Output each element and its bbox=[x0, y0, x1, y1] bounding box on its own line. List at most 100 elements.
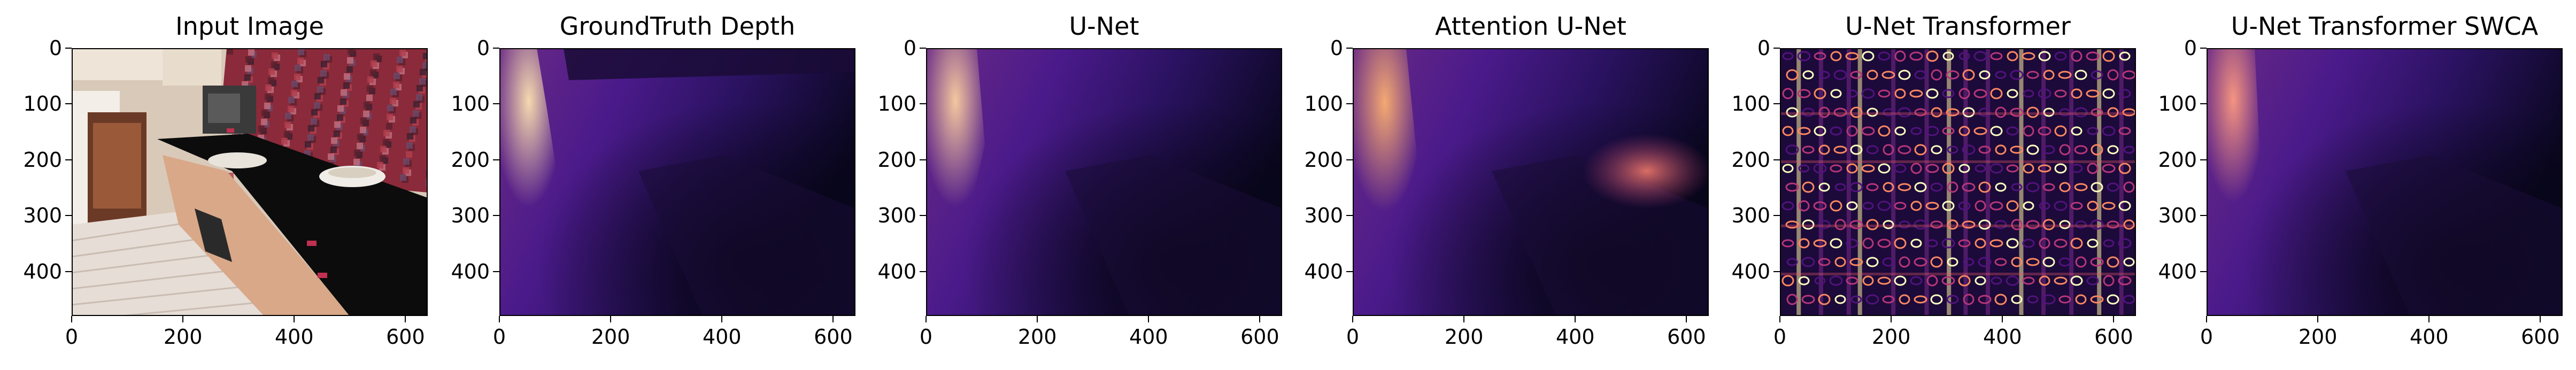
x-tick-label: 200 bbox=[591, 325, 630, 349]
y-tick-label: 100 bbox=[23, 92, 62, 116]
x-tick-mark bbox=[925, 316, 927, 322]
y-tick-label: 100 bbox=[877, 92, 916, 116]
y-tick-mark bbox=[920, 215, 926, 217]
x-tick-label: 600 bbox=[2521, 325, 2560, 349]
y-tick-mark bbox=[1346, 271, 1353, 272]
y-tick-label: 300 bbox=[451, 204, 490, 228]
y-tick-mark bbox=[920, 103, 926, 105]
y-tick-label: 0 bbox=[2184, 36, 2197, 60]
x-tick-mark bbox=[1686, 316, 1687, 322]
y-tick-mark bbox=[1346, 48, 1353, 49]
x-tick-mark bbox=[721, 316, 723, 322]
panel-image-unet bbox=[926, 48, 1282, 316]
x-tick-label: 600 bbox=[1667, 325, 1706, 349]
x-tick-label: 600 bbox=[386, 325, 425, 349]
y-tick-mark bbox=[2200, 103, 2207, 105]
y-tick-mark bbox=[2200, 48, 2207, 49]
y-tick-label: 100 bbox=[451, 92, 490, 116]
y-tick-label: 300 bbox=[1731, 204, 1770, 228]
y-tick-mark bbox=[1773, 215, 1780, 217]
y-tick-label: 0 bbox=[1757, 36, 1770, 60]
y-tick-mark bbox=[1346, 215, 1353, 217]
x-tick-label: 0 bbox=[2200, 325, 2213, 349]
x-tick-label: 0 bbox=[1346, 325, 1360, 349]
y-tick-mark bbox=[493, 215, 499, 217]
image-canvas bbox=[72, 48, 428, 316]
x-tick-label: 400 bbox=[1129, 325, 1168, 349]
panel-photo: Input Image 0 100 200 300 400 0 200 400 600 bbox=[0, 0, 428, 370]
x-tick-label: 0 bbox=[492, 325, 506, 349]
y-tick-label: 300 bbox=[877, 204, 916, 228]
x-tick-mark bbox=[1352, 316, 1353, 322]
panel-noisy: U-Net Transformer 0 100 200 300 400 0 200 400 600 bbox=[1708, 0, 2136, 370]
x-tick-mark bbox=[2428, 316, 2430, 322]
panel-title: Attention U-Net bbox=[1435, 12, 1626, 41]
x-tick-mark bbox=[1463, 316, 1465, 322]
y-tick-label: 400 bbox=[23, 259, 62, 283]
x-tick-label: 400 bbox=[1983, 325, 2022, 349]
x-tick-label: 400 bbox=[2409, 325, 2449, 349]
y-tick-label: 200 bbox=[2158, 148, 2197, 172]
panel-title: Input Image bbox=[175, 12, 324, 41]
y-tick-label: 400 bbox=[2158, 259, 2197, 283]
y-tick-label: 300 bbox=[23, 204, 62, 228]
x-tick-label: 400 bbox=[1555, 325, 1595, 349]
x-tick-mark bbox=[405, 316, 406, 322]
y-tick-label: 400 bbox=[451, 259, 490, 283]
panel-swca: U-Net Transformer SWCA 0 100 200 300 400 0 200 4… bbox=[2135, 0, 2563, 370]
x-tick-label: 600 bbox=[1240, 325, 1279, 349]
x-tick-mark bbox=[832, 316, 834, 322]
x-tick-mark bbox=[182, 316, 184, 322]
x-tick-mark bbox=[71, 316, 72, 322]
y-tick-mark bbox=[2200, 159, 2207, 160]
panel-gt: GroundTruth Depth 0 100 200 300 400 0 200 400 600 bbox=[428, 0, 855, 370]
y-tick-label: 200 bbox=[23, 148, 62, 172]
x-tick-mark bbox=[1575, 316, 1576, 322]
x-tick-mark bbox=[2540, 316, 2541, 322]
panel-image-noisy bbox=[1780, 48, 2136, 316]
y-tick-label: 0 bbox=[476, 36, 490, 60]
panel-image-photo bbox=[72, 48, 428, 316]
image-canvas bbox=[499, 48, 855, 316]
x-tick-label: 200 bbox=[2298, 325, 2338, 349]
y-tick-label: 0 bbox=[49, 36, 62, 60]
y-tick-mark bbox=[65, 215, 72, 217]
y-tick-mark bbox=[65, 159, 72, 160]
y-tick-mark bbox=[65, 271, 72, 272]
y-tick-mark bbox=[920, 48, 926, 49]
x-tick-mark bbox=[610, 316, 612, 322]
y-tick-label: 200 bbox=[1731, 148, 1770, 172]
y-tick-label: 100 bbox=[1731, 92, 1770, 116]
x-tick-mark bbox=[1037, 316, 1038, 322]
y-tick-label: 0 bbox=[1330, 36, 1343, 60]
panel-image-swca bbox=[2207, 48, 2563, 316]
panel-unet: U-Net 0 100 200 300 400 0 200 400 600 bbox=[854, 0, 1282, 370]
y-tick-label: 0 bbox=[903, 36, 916, 60]
panel-title: U-Net Transformer SWCA bbox=[2231, 12, 2539, 41]
y-tick-mark bbox=[493, 159, 499, 160]
image-canvas bbox=[926, 48, 1282, 316]
x-tick-label: 600 bbox=[2094, 325, 2133, 349]
x-tick-mark bbox=[499, 316, 500, 322]
x-tick-label: 200 bbox=[1017, 325, 1057, 349]
x-tick-label: 400 bbox=[274, 325, 314, 349]
y-tick-mark bbox=[2200, 271, 2207, 272]
x-tick-mark bbox=[1259, 316, 1261, 322]
x-tick-mark bbox=[2002, 316, 2003, 322]
x-tick-label: 400 bbox=[702, 325, 742, 349]
y-tick-mark bbox=[1773, 103, 1780, 105]
x-tick-mark bbox=[294, 316, 295, 322]
y-tick-mark bbox=[1346, 103, 1353, 105]
y-tick-mark bbox=[65, 103, 72, 105]
y-tick-label: 400 bbox=[877, 259, 916, 283]
y-tick-label: 200 bbox=[451, 148, 490, 172]
y-tick-mark bbox=[493, 271, 499, 272]
x-tick-label: 600 bbox=[814, 325, 853, 349]
y-tick-mark bbox=[920, 271, 926, 272]
x-tick-mark bbox=[1148, 316, 1150, 322]
x-tick-label: 200 bbox=[1871, 325, 1911, 349]
y-tick-label: 100 bbox=[2158, 92, 2197, 116]
x-tick-mark bbox=[1891, 316, 1892, 322]
y-tick-mark bbox=[1773, 48, 1780, 49]
